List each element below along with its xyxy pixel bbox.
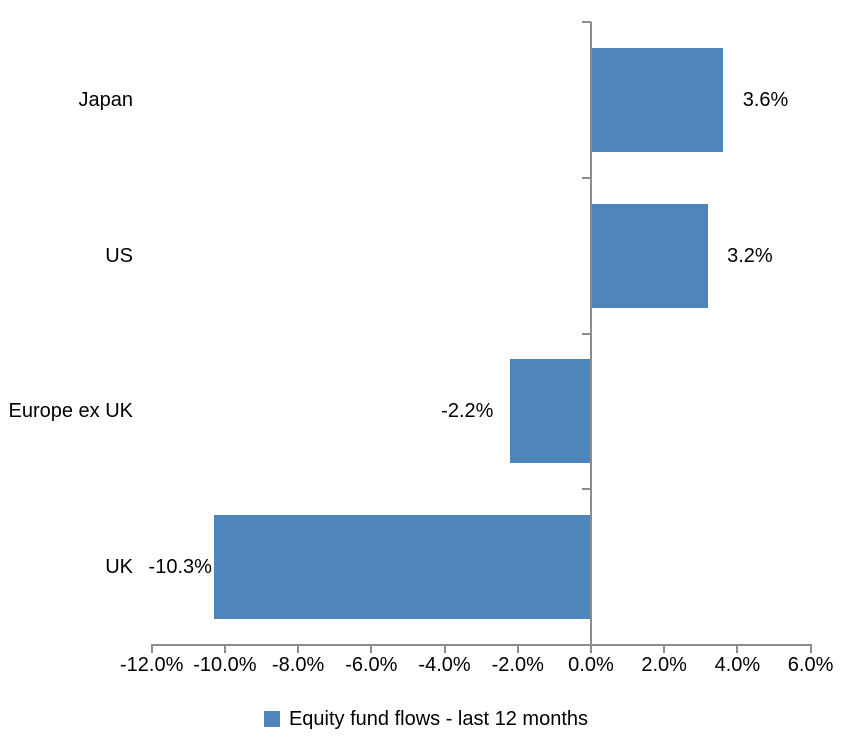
category-axis-tick (581, 488, 591, 491)
x-axis-tick (150, 644, 153, 653)
x-tick-label-2-0-: 2.0% (641, 654, 687, 676)
x-axis-tick (589, 644, 592, 653)
zero-line (589, 22, 592, 645)
data-label-uk: -10.3% (148, 556, 212, 579)
legend-swatch-icon (263, 711, 280, 727)
x-axis-tick (223, 644, 226, 653)
x-tick-label-0-0-: 0.0% (568, 654, 614, 676)
x-axis-tick (809, 644, 812, 653)
category-label-japan: Japan (78, 88, 134, 111)
category-axis-tick (581, 332, 591, 335)
category-label-europe-ex-uk: Europe ex UK (8, 400, 133, 423)
category-label-us: US (105, 244, 133, 267)
data-label-japan: 3.6% (742, 88, 789, 111)
x-tick-label--6-0-: -6.0% (345, 654, 398, 676)
x-tick-label--2-0-: -2.0% (491, 654, 544, 676)
x-tick-label--12-0-: -12.0% (120, 654, 184, 676)
bar-japan (590, 47, 723, 152)
legend-label: Equity fund flows - last 12 months (288, 708, 589, 730)
x-tick-label--4-0-: -4.0% (418, 654, 471, 676)
category-axis-tick (581, 21, 591, 23)
bar-europe-ex-uk (510, 359, 591, 464)
x-axis-tick (736, 644, 739, 653)
data-label-us: 3.2% (727, 244, 773, 267)
x-axis-tick (516, 644, 519, 653)
category-axis-tick (581, 176, 591, 179)
bar-us (590, 203, 709, 308)
data-label-europe-ex-uk: -2.2% (441, 400, 494, 423)
x-axis-tick (370, 644, 373, 653)
x-axis-tick (297, 644, 300, 653)
x-tick-label--10-0-: -10.0% (193, 654, 257, 676)
bar-uk (213, 515, 591, 620)
x-axis-tick (663, 644, 666, 653)
legend: Equity fund flows - last 12 months (0, 704, 852, 734)
x-axis-line (150, 644, 812, 646)
category-label-uk: UK (105, 556, 133, 579)
x-axis-tick (443, 644, 446, 653)
x-tick-label--8-0-: -8.0% (271, 654, 325, 676)
x-tick-label-6-0-: 6.0% (787, 654, 834, 676)
x-tick-label-4-0-: 4.0% (714, 654, 761, 676)
